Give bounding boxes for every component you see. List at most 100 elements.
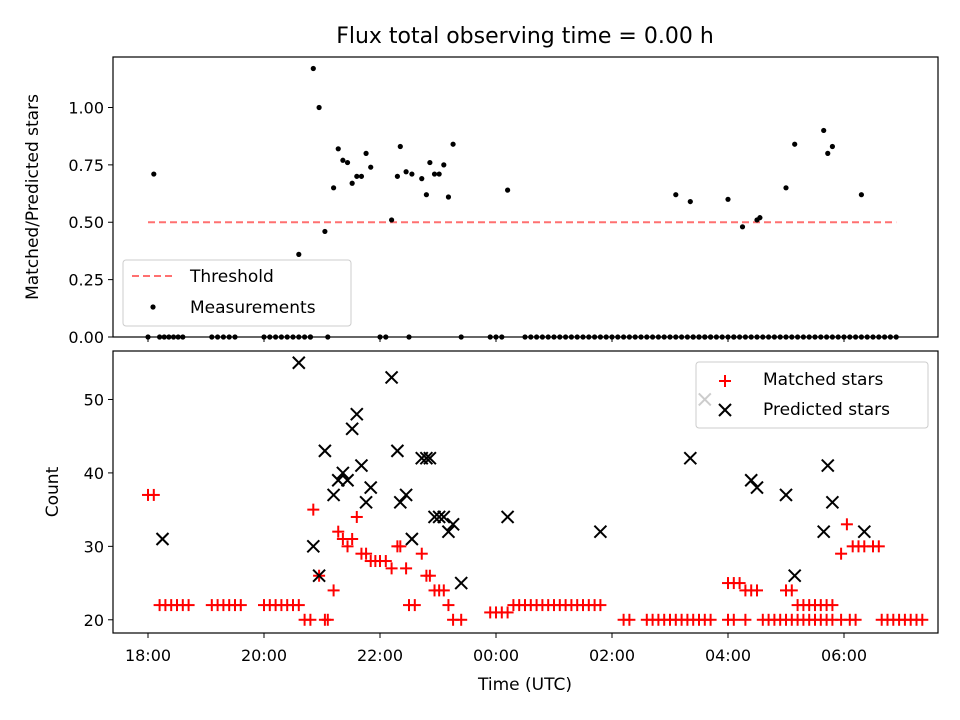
- bottom-x-tick-label-1: 20:00: [241, 646, 287, 665]
- matched-point-47: [423, 569, 436, 582]
- bottom-y-axis: 20 30 40 50: [84, 390, 113, 630]
- top-x-axis: [147, 337, 845, 342]
- top-axes-frame: [112, 56, 939, 338]
- measurement-point-57: [505, 187, 511, 193]
- predicted-point-15: [390, 444, 405, 458]
- measurement-point-96: [673, 192, 679, 198]
- predicted-point-23: [432, 510, 446, 524]
- matched-point-87: [704, 613, 717, 626]
- measurement-point-35: [363, 150, 369, 156]
- predicted-point-32: [744, 473, 758, 487]
- bottom-x-tick-label-6: 06:00: [821, 646, 867, 665]
- predicted-point-16: [393, 495, 408, 509]
- predicted-point-33: [750, 480, 764, 495]
- bottom-plot-area: [142, 356, 929, 626]
- matched-point-93: [733, 577, 746, 590]
- measurement-point-45: [419, 176, 425, 182]
- predicted-point-28: [500, 510, 515, 524]
- bottom-x-tick-label-2: 22:00: [357, 646, 403, 665]
- matched-point-32: [350, 510, 363, 523]
- bottom-y-tick-label-0: 20: [84, 611, 104, 630]
- predicted-point-17: [399, 488, 413, 502]
- predicted-point-10: [350, 407, 364, 421]
- predicted-point-3: [312, 569, 326, 583]
- bottom-x-tick-label-5: 04:00: [705, 646, 751, 665]
- matched-point-31: [346, 533, 359, 545]
- predicted-point-24: [437, 510, 451, 524]
- matched-point-122: [835, 547, 848, 560]
- measurement-point-29: [335, 146, 341, 152]
- measurement-point-34: [358, 173, 365, 179]
- measurement-point-137: [825, 150, 831, 156]
- predicted-point-12: [359, 495, 373, 509]
- bottom-x-axis-label: Time (UTC): [477, 675, 572, 695]
- matched-point-121: [826, 599, 839, 612]
- predicted-point-38: [825, 495, 840, 509]
- measurement-point-51: [445, 194, 452, 200]
- legend-matched-marker: [719, 375, 731, 387]
- top-y-tick-label-3: 0.75: [68, 156, 104, 175]
- matched-point-112: [849, 613, 862, 626]
- measurement-point-1: [151, 171, 157, 177]
- measurement-point-31: [344, 159, 351, 166]
- top-y-axis-label: Matched/Predicted stars: [23, 94, 43, 300]
- predicted-point-26: [446, 517, 460, 532]
- measurement-point-22: [296, 251, 302, 257]
- predicted-point-25: [441, 524, 456, 539]
- matched-point-73: [594, 599, 607, 612]
- measurement-point-44: [409, 171, 415, 177]
- bottom-y-tick-label-1: 30: [84, 537, 104, 556]
- measurement-point-47: [427, 159, 433, 166]
- measurement-point-136: [821, 127, 827, 134]
- matched-point-1: [147, 488, 160, 501]
- measurement-point-49: [436, 171, 442, 177]
- measurement-point-139: [858, 192, 865, 198]
- matched-point-53: [455, 613, 468, 626]
- matched-point-27: [327, 584, 340, 597]
- predicted-point-2: [306, 539, 321, 554]
- measurement-point-33: [354, 173, 360, 179]
- top-legend: Threshold Measurements: [122, 259, 352, 327]
- predicted-point-30: [683, 451, 698, 465]
- predicted-point-7: [336, 466, 350, 480]
- predicted-point-27: [454, 576, 468, 590]
- predicted-point-21: [423, 451, 437, 465]
- predicted-point-14: [384, 370, 399, 385]
- measurement-point-50: [441, 162, 447, 168]
- legend-predicted-marker: [718, 403, 732, 417]
- measurement-point-48: [431, 171, 438, 177]
- measurement-point-131: [739, 224, 746, 230]
- bottom-x-tick-label-0: 18:00: [125, 646, 171, 665]
- matched-point-23: [307, 503, 320, 516]
- measurement-point-52: [450, 141, 456, 147]
- bottom-legend-box: [695, 361, 929, 429]
- measurement-point-97: [687, 198, 693, 205]
- measurement-point-39: [389, 217, 395, 223]
- measurement-point-41: [397, 143, 403, 150]
- bottom-x-axis: 18:00 20:00 22:00 00:00 02:00 04:00 06:00: [125, 633, 867, 665]
- predicted-point-11: [354, 458, 369, 473]
- measurement-point-24: [310, 65, 316, 72]
- bottom-y-axis-label: Count: [43, 466, 63, 517]
- matched-point-41: [394, 540, 407, 553]
- predicted-point-4: [318, 444, 332, 458]
- measurement-point-40: [394, 173, 400, 179]
- legend-matched-label: Matched stars: [763, 370, 883, 390]
- measurement-point-42: [403, 169, 409, 175]
- top-y-tick-label-1: 0.25: [68, 271, 104, 290]
- top-y-tick-label-4: 1.00: [68, 98, 104, 117]
- predicted-point-37: [821, 458, 835, 473]
- bottom-x-tick-label-4: 02:00: [589, 646, 635, 665]
- measurement-point-46: [423, 192, 429, 198]
- measurement-point-138: [829, 143, 836, 150]
- bottom-x-tick-label-3: 00:00: [473, 646, 519, 665]
- matched-point-22: [304, 613, 317, 626]
- measurement-point-134: [783, 185, 789, 191]
- measurement-point-25: [316, 104, 322, 111]
- matched-point-39: [385, 562, 398, 575]
- top-y-tick-label-0: 0.00: [68, 328, 104, 347]
- matched-point-90: [739, 613, 752, 626]
- predicted-point-13: [364, 480, 378, 495]
- measurement-point-129: [725, 196, 731, 202]
